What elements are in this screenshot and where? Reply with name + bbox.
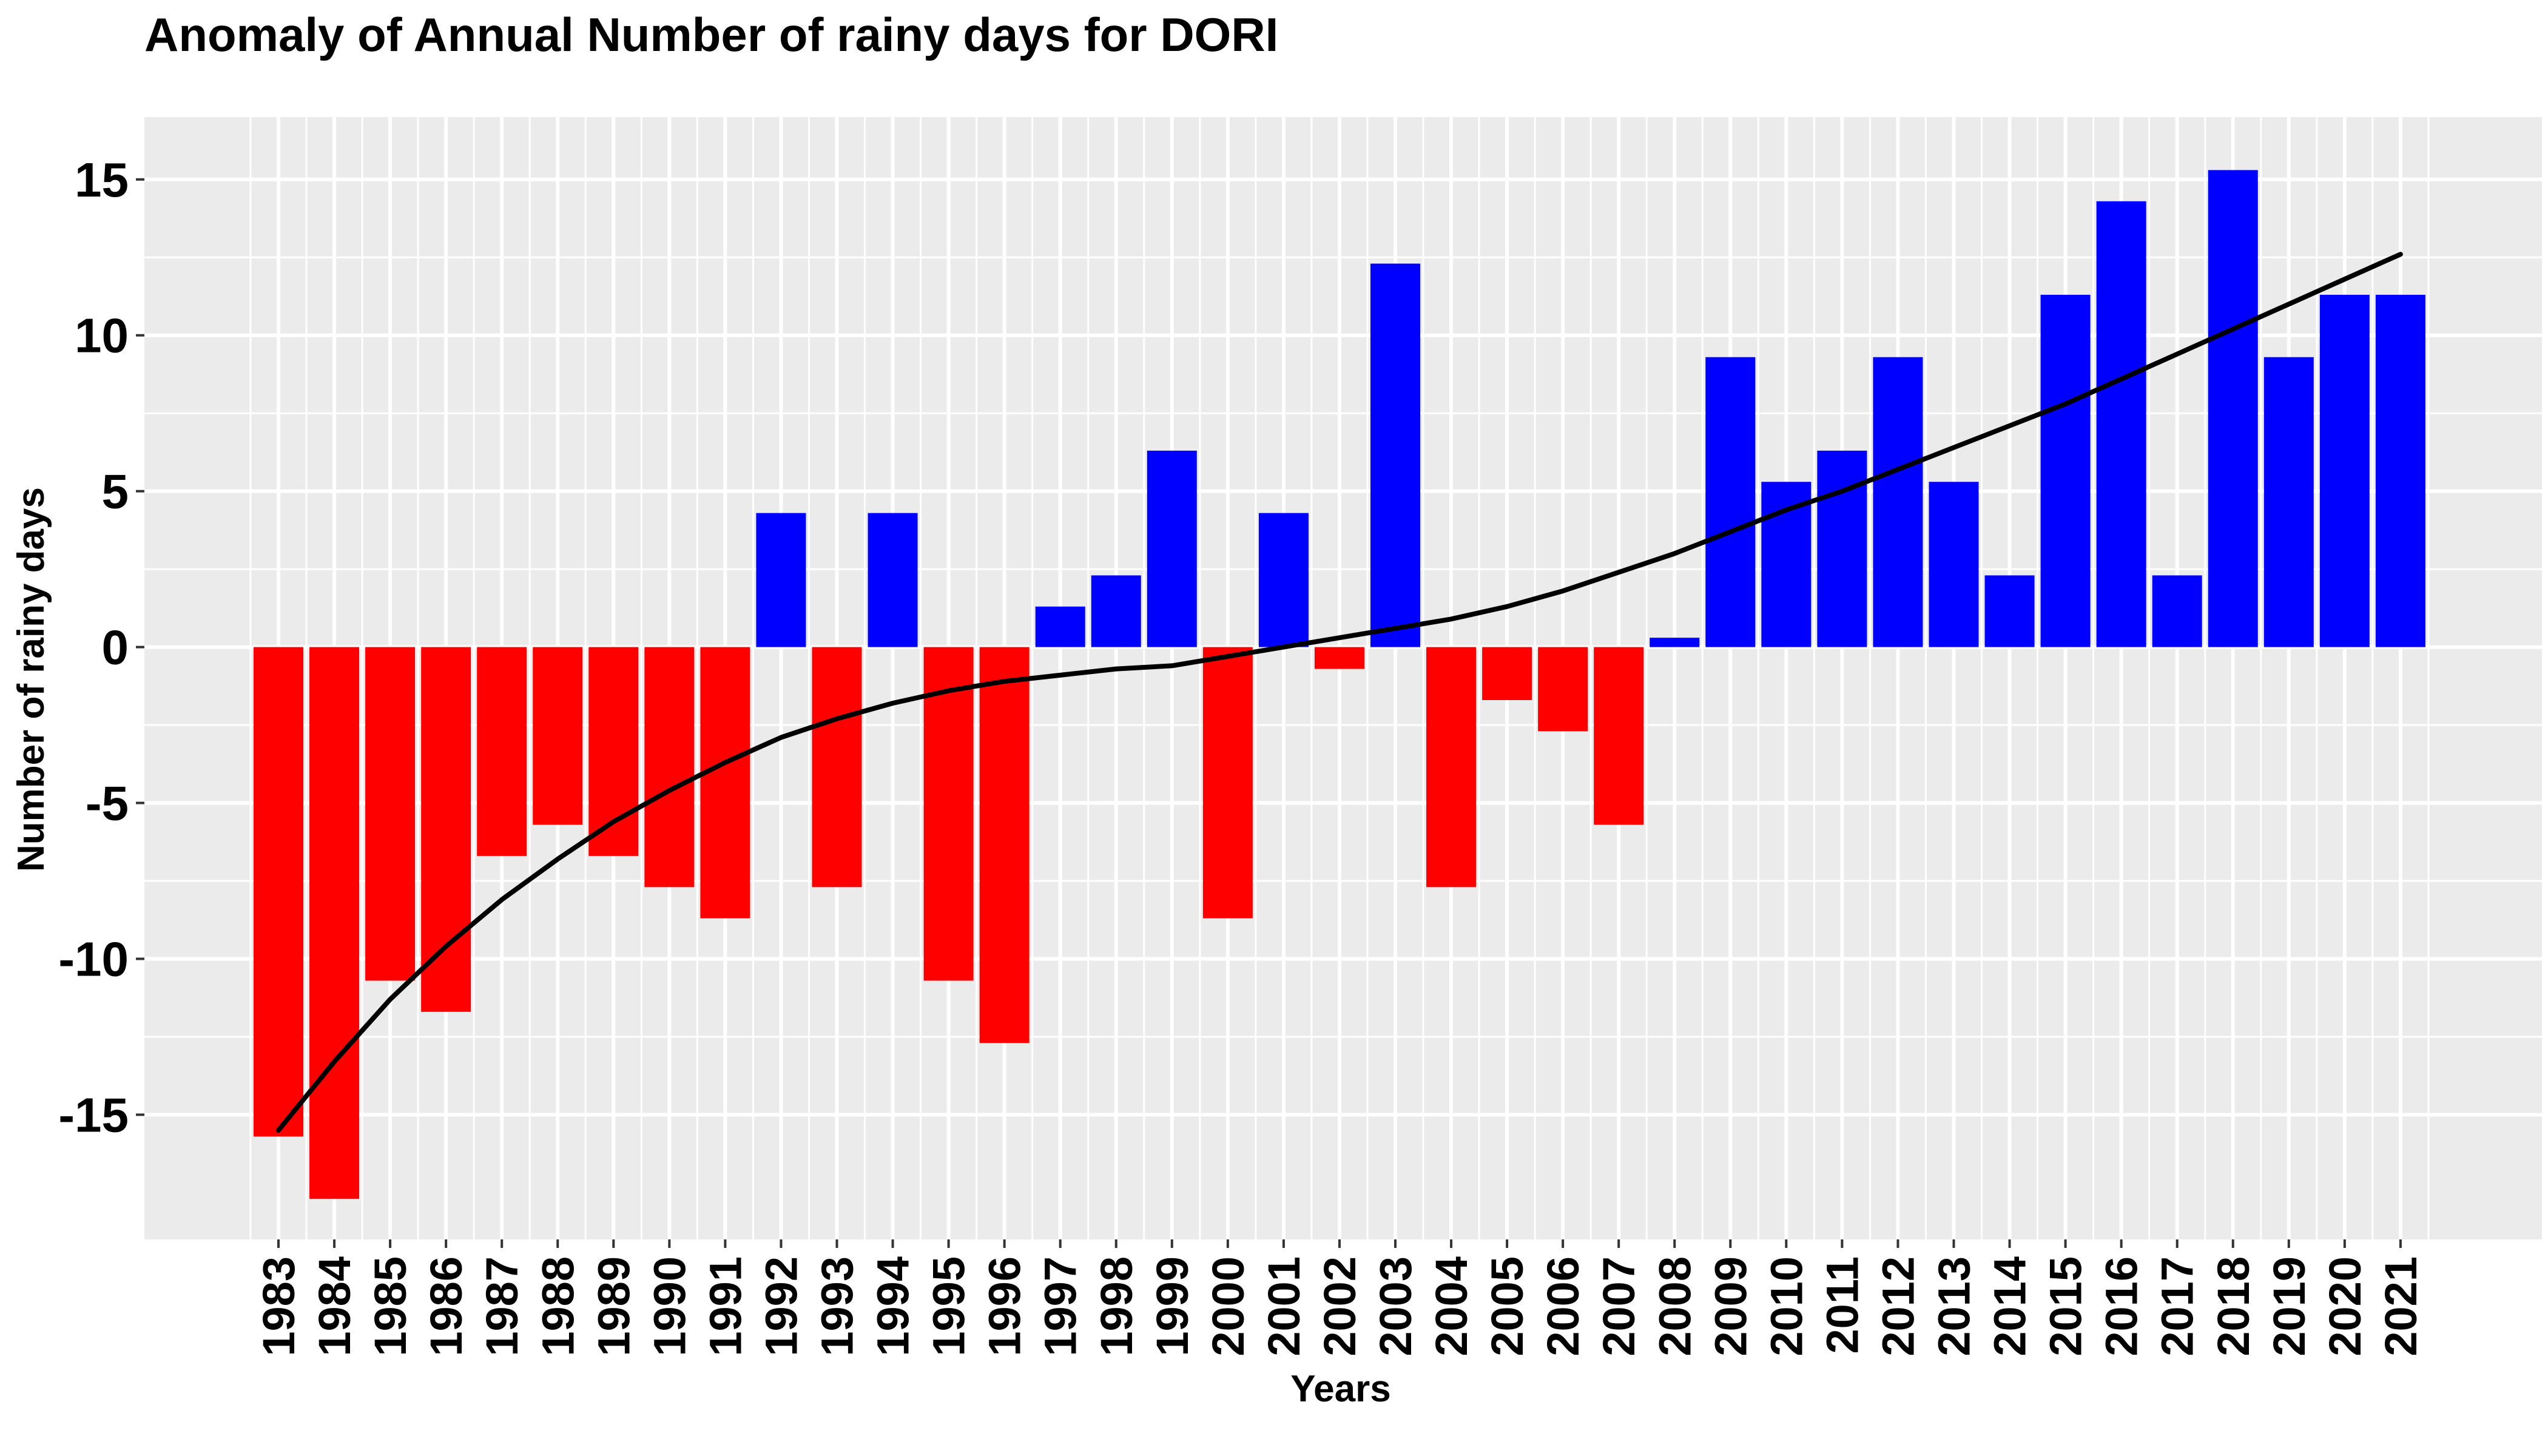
bar-1997 — [1035, 606, 1085, 647]
bar-2002 — [1314, 647, 1364, 669]
x-tick-label: 2006 — [1538, 1256, 1588, 1357]
x-tick-label: 2020 — [2320, 1256, 2370, 1357]
y-tick-label: 10 — [75, 309, 129, 363]
trend — [276, 252, 2403, 1133]
x-tick-label: 1992 — [756, 1256, 806, 1357]
x-axis: 1983 1984 1985 1986 1987 1988 1989 1990 1991 1992… — [254, 1239, 2426, 1357]
bar-2006 — [1538, 647, 1588, 732]
x-axis-title: Years — [1290, 1368, 1391, 1410]
bar-2009 — [1705, 357, 1756, 647]
bar-2008 — [1650, 638, 1700, 647]
bar-1987 — [477, 647, 527, 856]
bar-2016 — [2096, 201, 2146, 647]
x-tick-label: 2013 — [1929, 1256, 1980, 1357]
bar-1996 — [979, 647, 1030, 1043]
bar-2018 — [2208, 170, 2258, 647]
x-tick-label: 1999 — [1147, 1256, 1198, 1357]
x-tick-label: 2000 — [1203, 1256, 1253, 1357]
bar-1995 — [923, 647, 974, 981]
bar-2013 — [1929, 482, 1979, 647]
bar-2005 — [1482, 647, 1532, 700]
bar-2015 — [2040, 294, 2091, 647]
bar-2010 — [1761, 482, 1812, 647]
y-tick-label: -5 — [86, 777, 129, 831]
x-tick-label: 2001 — [1259, 1256, 1309, 1357]
y-tick-label: -15 — [58, 1088, 129, 1142]
x-tick-label: 2007 — [1594, 1256, 1644, 1357]
y-tick-label: -10 — [58, 932, 129, 986]
x-tick-label: 2014 — [1985, 1256, 2035, 1357]
x-tick-label: 2017 — [2152, 1256, 2203, 1357]
bar-2012 — [1873, 357, 1923, 647]
x-tick-label: 2019 — [2264, 1256, 2314, 1357]
bar-2021 — [2375, 294, 2425, 647]
y-tick-label: 15 — [75, 153, 129, 207]
bars — [254, 170, 2425, 1199]
x-tick-label: 2009 — [1705, 1256, 1756, 1357]
x-tick-label: 1987 — [477, 1256, 527, 1357]
bar-1999 — [1147, 450, 1197, 647]
x-tick-label: 1986 — [421, 1256, 471, 1357]
bar-1991 — [700, 647, 750, 918]
chart-title: Anomaly of Annual Number of rainy days f… — [144, 8, 1278, 61]
bar-2011 — [1817, 450, 1867, 647]
x-tick-label: 2010 — [1761, 1256, 1812, 1357]
x-tick-label: 2005 — [1482, 1256, 1532, 1357]
x-tick-label: 1984 — [309, 1256, 360, 1357]
x-tick-label: 2004 — [1426, 1256, 1477, 1357]
x-tick-label: 2015 — [2041, 1256, 2091, 1357]
x-tick-label: 1997 — [1036, 1256, 1086, 1357]
bar-2020 — [2319, 294, 2370, 647]
x-tick-label: 1995 — [924, 1256, 974, 1357]
x-tick-label: 2011 — [1817, 1256, 1867, 1354]
x-tick-label: 2012 — [1873, 1256, 1923, 1357]
bar-2000 — [1202, 647, 1253, 918]
x-tick-label: 2021 — [2376, 1256, 2426, 1357]
bar-1994 — [868, 513, 918, 647]
x-tick-label: 2016 — [2097, 1256, 2147, 1357]
bar-1990 — [644, 647, 695, 888]
x-tick-label: 2018 — [2208, 1256, 2259, 1357]
bar-2004 — [1426, 647, 1477, 888]
x-tick-label: 1985 — [365, 1256, 416, 1357]
x-tick-label: 2008 — [1650, 1256, 1700, 1357]
bar-1985 — [365, 647, 416, 981]
bar-2003 — [1370, 263, 1420, 647]
trend-line — [276, 252, 2403, 1133]
bar-1984 — [309, 647, 360, 1199]
x-tick-label: 1989 — [588, 1256, 639, 1357]
x-tick-label: 1996 — [980, 1256, 1030, 1357]
bar-2007 — [1594, 647, 1644, 825]
bar-2017 — [2152, 575, 2202, 647]
bar-1988 — [533, 647, 583, 825]
bar-1983 — [254, 647, 303, 1137]
x-tick-label: 1983 — [254, 1256, 304, 1357]
x-tick-label: 1991 — [700, 1256, 750, 1357]
x-tick-label: 1994 — [868, 1256, 918, 1357]
bar-2001 — [1258, 513, 1309, 647]
bar-2019 — [2263, 357, 2314, 647]
bar-1989 — [588, 647, 639, 856]
bar-1992 — [756, 513, 806, 647]
x-tick-label: 2002 — [1315, 1256, 1365, 1357]
bar-2014 — [1984, 575, 2035, 647]
bar-1986 — [421, 647, 471, 1012]
y-tick-label: 5 — [102, 465, 129, 519]
x-tick-label: 2003 — [1370, 1256, 1421, 1357]
x-tick-label: 1998 — [1091, 1256, 1142, 1357]
x-tick-label: 1990 — [644, 1256, 695, 1357]
y-axis-title: Number of rainy days — [10, 487, 52, 872]
x-tick-label: 1988 — [533, 1256, 583, 1357]
bar-1998 — [1091, 575, 1141, 647]
bar-1993 — [812, 647, 862, 888]
y-axis: -15 -10 -5 0 5 10 15 — [58, 153, 144, 1142]
y-tick-label: 0 — [102, 621, 129, 675]
x-tick-label: 1993 — [812, 1256, 863, 1357]
